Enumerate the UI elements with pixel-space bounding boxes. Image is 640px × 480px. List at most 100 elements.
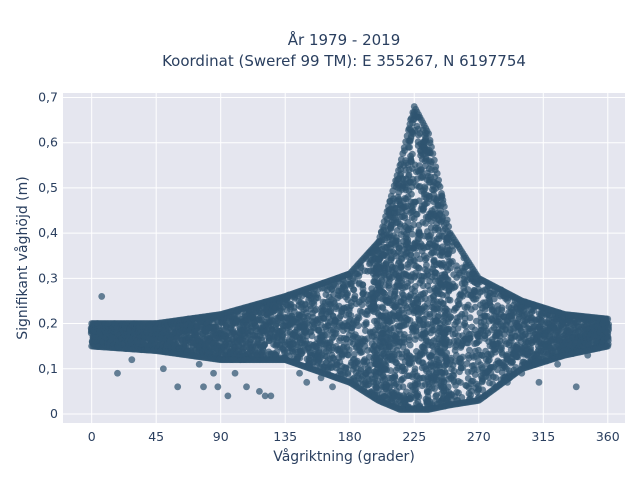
data-point — [442, 209, 450, 217]
data-point — [457, 358, 465, 366]
data-point — [434, 224, 442, 232]
data-point — [440, 203, 448, 211]
data-point — [400, 333, 408, 341]
data-point — [463, 360, 471, 368]
data-point — [409, 230, 416, 238]
data-point — [344, 351, 352, 359]
data-point — [408, 150, 416, 158]
data-point — [426, 136, 434, 144]
data-point — [407, 250, 414, 258]
data-point — [459, 353, 467, 361]
data-point — [401, 365, 409, 373]
data-point — [405, 171, 413, 179]
data-point — [479, 386, 487, 394]
data-point — [385, 284, 393, 292]
data-point — [415, 393, 423, 401]
data-point — [391, 372, 399, 379]
data-point — [421, 289, 429, 297]
data-point — [435, 176, 443, 184]
data-point — [476, 333, 483, 340]
data-point — [446, 296, 454, 304]
data-point — [412, 210, 420, 218]
data-point — [350, 350, 358, 358]
data-point — [439, 196, 447, 204]
data-point — [358, 301, 366, 309]
data-point — [408, 190, 415, 198]
data-point — [451, 347, 459, 354]
data-point — [344, 289, 351, 297]
data-point — [347, 312, 355, 319]
data-point — [498, 344, 505, 352]
data-point — [430, 156, 438, 164]
data-points — [87, 103, 613, 413]
data-point — [443, 349, 451, 357]
data-point — [445, 223, 453, 230]
data-point — [432, 269, 440, 277]
data-point — [421, 184, 429, 192]
data-point — [423, 261, 430, 269]
data-point — [392, 237, 400, 245]
data-point — [378, 303, 386, 311]
data-point — [436, 183, 444, 191]
data-point — [503, 351, 511, 359]
data-point — [350, 286, 358, 294]
data-point — [387, 367, 394, 374]
data-point — [308, 332, 316, 340]
data-point — [428, 143, 435, 151]
data-point — [399, 383, 407, 391]
data-point — [445, 307, 453, 315]
data-point — [354, 322, 362, 330]
data-point — [461, 310, 469, 318]
data-point — [405, 333, 413, 341]
data-point — [344, 370, 352, 378]
data-point — [447, 264, 454, 272]
data-point — [406, 317, 414, 324]
data-point — [354, 360, 362, 367]
data-point — [415, 229, 423, 237]
data-point — [379, 372, 387, 380]
data-point — [397, 264, 405, 271]
data-point — [404, 218, 412, 226]
data-point — [509, 358, 517, 366]
data-point — [415, 197, 423, 205]
data-point — [466, 346, 473, 354]
data-point — [406, 143, 413, 151]
data-point — [457, 379, 464, 386]
data-point — [418, 374, 426, 382]
data-point — [387, 254, 395, 262]
data-point — [435, 312, 443, 320]
data-point — [351, 292, 359, 300]
data-point — [471, 303, 479, 311]
data-point — [438, 189, 445, 197]
data-point — [444, 383, 452, 391]
data-point — [421, 347, 429, 355]
data-point — [454, 324, 462, 332]
data-point — [406, 341, 414, 349]
data-point — [478, 378, 486, 386]
data-point — [425, 130, 432, 138]
data-point — [332, 329, 340, 337]
data-point — [443, 216, 451, 224]
data-point — [458, 394, 466, 401]
data-point — [424, 300, 431, 308]
data-point — [362, 319, 370, 326]
data-point — [323, 331, 331, 339]
data-point — [355, 314, 363, 322]
data-point — [466, 314, 474, 322]
data-point — [404, 263, 412, 271]
data-point — [431, 385, 439, 393]
data-point — [498, 306, 506, 314]
data-point — [444, 276, 452, 283]
data-point — [464, 286, 472, 293]
data-point — [447, 313, 455, 321]
data-point — [450, 372, 458, 379]
data-point — [483, 327, 490, 335]
data-point — [385, 279, 393, 287]
data-point — [398, 277, 406, 284]
data-point — [411, 257, 418, 265]
data-point — [451, 282, 459, 290]
data-point — [492, 374, 500, 382]
data-point — [436, 356, 443, 364]
data-point — [455, 301, 462, 309]
